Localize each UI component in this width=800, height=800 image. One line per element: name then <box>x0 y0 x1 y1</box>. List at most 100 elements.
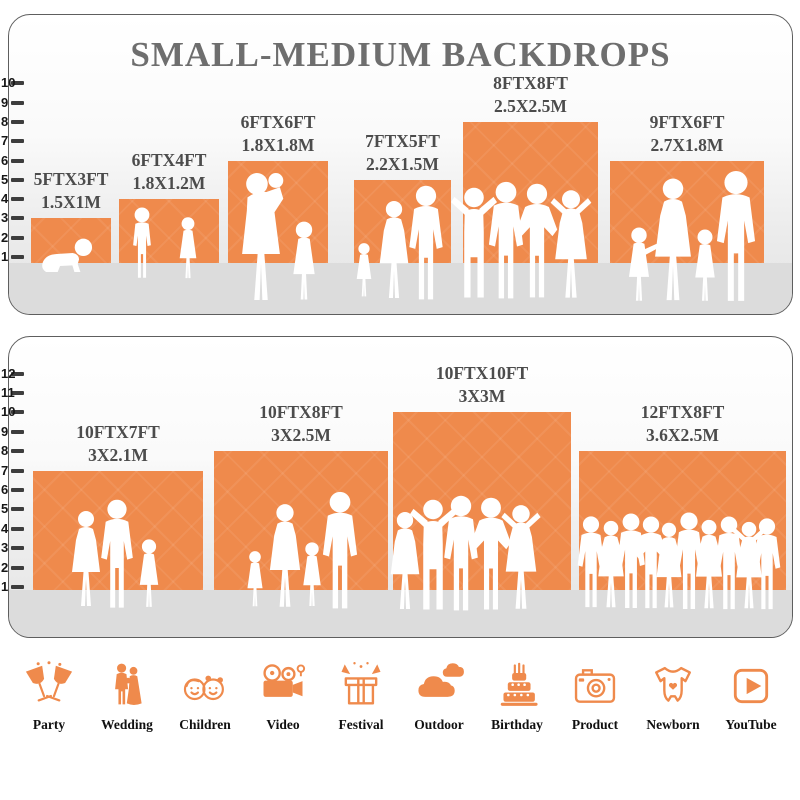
size-m-text: 3X3M <box>458 385 506 406</box>
size-ft-text: 6FTX4FT <box>131 150 207 171</box>
ruler-tick <box>11 410 24 415</box>
product-icon <box>574 669 616 703</box>
ruler-tick <box>11 449 24 454</box>
backdrop-size-label: 5FTX3FT 1.5X1M <box>0 168 176 213</box>
backdrop-size-label: 10FTX10FT 3X3M <box>377 362 587 407</box>
backdrop-size-label: 9FTX6FT 2.7X1.8M <box>582 111 792 156</box>
category-children: Children <box>178 660 232 733</box>
video-icon <box>263 664 306 697</box>
size-m-text: 1.8X1.2M <box>132 172 206 193</box>
ruler-tick <box>11 488 24 492</box>
size-ft-text: 10FTX10FT <box>435 363 529 384</box>
ruler-tick <box>11 197 24 202</box>
size-ft-text: 12FTX8FT <box>640 402 725 423</box>
size-m-text: 3X2.5M <box>271 424 331 445</box>
newborn-icon <box>655 666 691 702</box>
ruler-tick <box>11 100 24 105</box>
size-m-text: 2.7X1.8M <box>650 134 724 155</box>
ruler-number: 5 <box>1 501 9 517</box>
ruler-number: 6 <box>1 482 9 497</box>
category-outdoor: Outdoor <box>412 660 466 733</box>
category-festival: Festival <box>334 660 388 733</box>
ruler-tick <box>11 391 24 395</box>
category-label: Children <box>179 717 231 732</box>
ruler-number: 9 <box>1 423 9 439</box>
youtube-icon <box>733 668 769 704</box>
outdoor-icon <box>418 663 464 697</box>
ruler-tick <box>11 119 24 124</box>
category-label: Wedding <box>101 717 153 732</box>
category-birthday: Birthday <box>490 660 544 733</box>
backdrop-bar <box>31 218 111 263</box>
backdrop-bar <box>354 180 451 263</box>
size-m-text: 3X2.1M <box>88 444 148 465</box>
small-backdrops-panel: SMALL-MEDIUM BACKDROPS 1 2 3 4 5 6 7 8 9 10 5FTX3F… <box>1 14 793 315</box>
ruler-number: 1 <box>1 249 9 264</box>
size-ft-text: 7FTX5FT <box>365 131 440 152</box>
ruler-number: 7 <box>1 462 9 478</box>
ruler-number: 8 <box>1 113 9 129</box>
ruler-tick <box>11 546 24 551</box>
backdrop-size-label: 8FTX8FT 2.5X2.5M <box>426 72 636 117</box>
category-product: Product <box>568 660 622 733</box>
category-label: Video <box>266 717 300 732</box>
ruler-number: 8 <box>1 443 9 459</box>
category-newborn: Newborn <box>646 660 700 733</box>
children-icon <box>183 675 224 701</box>
ruler-number: 2 <box>1 559 9 575</box>
ruler-number: 9 <box>1 94 9 110</box>
category-label: Outdoor <box>414 717 464 732</box>
medium-backdrops-panel: 1 2 3 4 5 6 7 8 9 10 11 12 10FTX7FT 3X2.1M 10FTX8FT 3X2… <box>1 336 793 638</box>
ruler-number: 10 <box>1 404 16 420</box>
category-youtube: YouTube <box>724 660 778 733</box>
size-m-text: 2.5X2.5M <box>494 95 567 116</box>
size-m-text: 1.8X1.8M <box>241 134 315 155</box>
ruler-tick <box>11 565 24 570</box>
backdrop-size-label: 6FTX4FT 1.8X1.2M <box>64 149 274 194</box>
backdrop-bar <box>33 471 203 590</box>
ruler-number: 1 <box>1 579 9 594</box>
ruler-tick <box>11 507 24 512</box>
category-video: Video <box>256 660 310 733</box>
ruler-tick <box>11 81 24 86</box>
ruler-number: 12 <box>1 365 16 381</box>
backdrop-size-label: 10FTX7FT 3X2.1M <box>13 421 223 466</box>
page-title: SMALL-MEDIUM BACKDROPS <box>130 35 671 74</box>
ruler-tick <box>11 216 24 221</box>
ruler-tick <box>11 255 24 259</box>
backdrop-bar <box>228 161 328 263</box>
ruler-tick <box>11 429 24 434</box>
wedding-icon <box>115 663 142 705</box>
backdrop-size-label: 12FTX8FT 3.6X2.5M <box>578 401 788 446</box>
ruler-number: 6 <box>1 152 9 168</box>
ruler-number: 2 <box>1 229 9 245</box>
size-m-text: 2.2X1.5M <box>366 153 439 174</box>
ruler-tick <box>11 585 24 589</box>
ruler-number: 4 <box>1 520 9 536</box>
ruler-tick <box>11 177 24 182</box>
size-ft-text: 10FTX7FT <box>76 422 160 443</box>
size-ft-text: 8FTX8FT <box>493 73 568 94</box>
category-wedding: Wedding <box>100 660 154 733</box>
party-icon <box>25 661 73 702</box>
floor-strip <box>9 590 792 637</box>
backdrop-bar <box>610 161 764 263</box>
size-m-text: 1.5X1M <box>41 191 101 212</box>
category-row: Party Wedding Children Video Festival Ou… <box>22 660 778 733</box>
category-label: Product <box>571 717 619 732</box>
backdrop-bar <box>463 122 598 263</box>
ruler-tick <box>11 371 24 376</box>
category-label: Festival <box>338 717 384 732</box>
ruler-number: 3 <box>1 210 9 226</box>
festival-icon <box>341 662 381 705</box>
category-label: Newborn <box>646 717 700 732</box>
ruler-number: 10 <box>1 75 16 91</box>
backdrop-bar <box>393 412 571 590</box>
ruler-number: 7 <box>1 133 9 149</box>
ruler-number: 3 <box>1 540 9 556</box>
floor-strip <box>9 263 792 314</box>
category-label: YouTube <box>725 717 777 732</box>
category-label: Birthday <box>491 717 543 732</box>
backdrop-size-label: 10FTX8FT 3X2.5M <box>196 401 406 446</box>
